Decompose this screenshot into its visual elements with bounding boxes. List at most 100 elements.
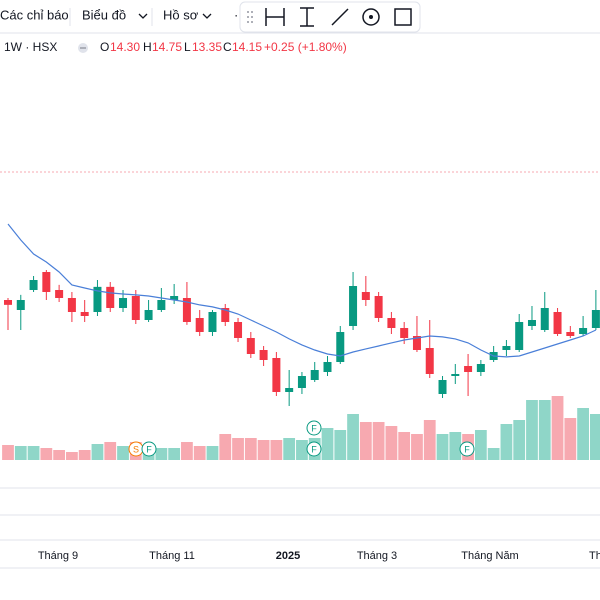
date-range-tool[interactable] bbox=[265, 8, 285, 26]
candle-body bbox=[80, 312, 89, 316]
chevron bbox=[138, 13, 148, 19]
l-label: L bbox=[184, 40, 191, 54]
candle-body bbox=[502, 346, 511, 350]
event-marker[interactable] bbox=[141, 441, 157, 457]
volume-bar bbox=[40, 448, 53, 460]
candle-body bbox=[16, 300, 25, 310]
candle-body bbox=[323, 362, 332, 372]
o-value: 14.30 bbox=[110, 40, 140, 54]
profile-button[interactable]: Hồ sơ bbox=[163, 7, 199, 22]
x-tick-label: Tháng 3 bbox=[357, 550, 397, 562]
c-value: 14.15 bbox=[232, 40, 262, 54]
candle-body bbox=[195, 318, 204, 332]
candle-body bbox=[259, 350, 268, 360]
volume-bar bbox=[257, 440, 270, 460]
candle-body bbox=[285, 388, 294, 392]
candle-body bbox=[234, 322, 243, 338]
chart-button[interactable]: Biểu đồ bbox=[82, 7, 126, 22]
drag-handle bbox=[247, 11, 253, 23]
event-label: F bbox=[311, 423, 317, 433]
event-label: F bbox=[146, 444, 152, 454]
event-label: S bbox=[133, 444, 139, 454]
volume-bar bbox=[347, 414, 359, 460]
volume-bar bbox=[155, 448, 168, 460]
candle-body bbox=[310, 370, 319, 380]
candle-body bbox=[297, 376, 306, 388]
candle-body bbox=[527, 320, 536, 326]
event-marker[interactable] bbox=[306, 420, 322, 436]
event-marker[interactable] bbox=[306, 441, 322, 457]
volume-bar bbox=[27, 446, 40, 460]
candle-body bbox=[119, 298, 128, 308]
candle-body bbox=[42, 272, 51, 292]
candle-body bbox=[272, 358, 281, 392]
volume-bar bbox=[78, 450, 91, 460]
volume-bar bbox=[487, 448, 500, 460]
volume-bar bbox=[411, 434, 423, 460]
price-range-tool[interactable] bbox=[300, 7, 314, 27]
event-label: F bbox=[464, 444, 470, 454]
candle-body bbox=[515, 322, 524, 350]
volume-bar bbox=[296, 440, 308, 460]
candle-body bbox=[438, 380, 447, 394]
x-tick-label: Tháng Năm bbox=[461, 550, 518, 562]
volume-bar bbox=[117, 446, 129, 460]
volume-bar bbox=[270, 440, 283, 460]
volume-bar bbox=[283, 438, 296, 460]
candle-body bbox=[540, 308, 549, 330]
volume-bar bbox=[53, 450, 66, 460]
volume-bar bbox=[2, 445, 14, 460]
volume-bar bbox=[334, 430, 347, 460]
chevron bbox=[202, 13, 212, 19]
volume-bar bbox=[91, 444, 104, 460]
rectangle-tool[interactable] bbox=[394, 8, 412, 26]
volume-bar bbox=[181, 442, 193, 460]
symbol: 1W · HSX bbox=[4, 40, 57, 54]
volume-bar bbox=[500, 424, 513, 460]
more: · bbox=[234, 7, 238, 22]
volume-bar bbox=[104, 442, 117, 460]
circle-tool[interactable] bbox=[362, 8, 380, 26]
candle-body bbox=[387, 318, 396, 328]
candle-body bbox=[451, 374, 460, 376]
candle-body bbox=[464, 366, 473, 372]
volume-bar bbox=[513, 420, 526, 460]
candle-body bbox=[131, 296, 140, 320]
indicators-button[interactable]: Các chỉ báo bbox=[0, 7, 69, 22]
candle-body bbox=[374, 296, 383, 318]
candle-body bbox=[412, 336, 421, 350]
x-tick-label: Th bbox=[589, 550, 600, 562]
candle-body bbox=[144, 310, 153, 320]
candle-body bbox=[106, 286, 115, 308]
volume-bar bbox=[66, 452, 78, 460]
volume-bar bbox=[474, 430, 487, 460]
candle-body bbox=[170, 296, 179, 300]
candle-body bbox=[246, 338, 255, 354]
c-label: C bbox=[223, 40, 232, 54]
x-tick-label: Tháng 11 bbox=[149, 550, 195, 562]
candle-body bbox=[425, 348, 434, 374]
candle-body bbox=[208, 312, 217, 332]
volume-bar bbox=[564, 418, 577, 460]
event-label: F bbox=[311, 444, 317, 454]
trend-line-tool[interactable] bbox=[331, 8, 349, 26]
volume-bar bbox=[372, 422, 385, 460]
candle-body bbox=[4, 300, 12, 305]
volume-bar bbox=[14, 446, 27, 460]
volume-bar bbox=[359, 422, 372, 460]
event-marker[interactable] bbox=[459, 441, 475, 457]
volume-bar bbox=[232, 438, 244, 460]
candle-body bbox=[67, 298, 76, 312]
candle-body bbox=[55, 290, 64, 298]
candle-body bbox=[221, 308, 230, 322]
volume-bar bbox=[423, 420, 436, 460]
h-value: 14.75 bbox=[152, 40, 182, 54]
candle-body bbox=[182, 298, 191, 322]
plot bbox=[2, 223, 600, 460]
volume-bar bbox=[193, 446, 206, 460]
volume-bar bbox=[538, 400, 551, 460]
candle-body bbox=[400, 328, 409, 338]
candle-body bbox=[476, 364, 485, 372]
